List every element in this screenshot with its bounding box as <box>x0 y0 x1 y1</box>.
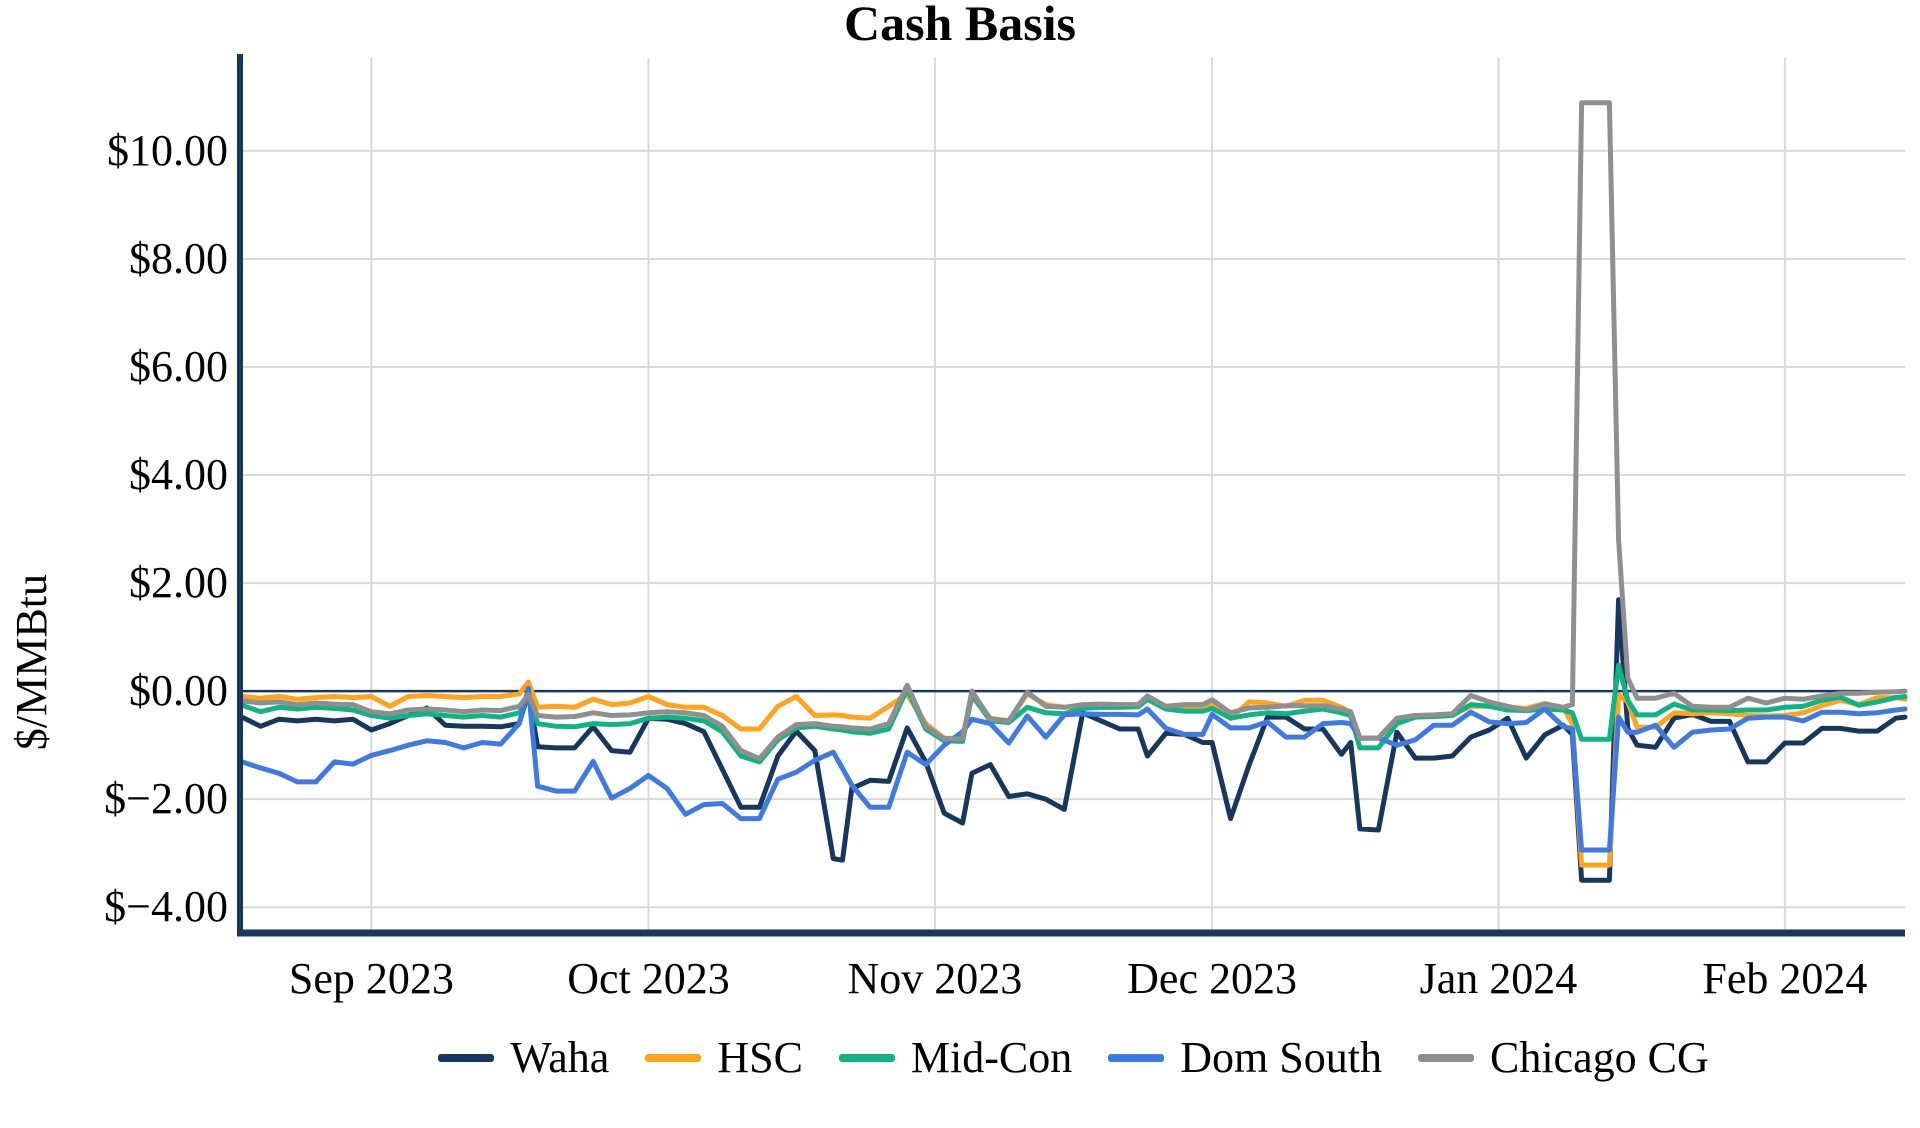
y-tick-label: $−4.00 <box>104 882 228 932</box>
y-tick-label: $8.00 <box>129 233 228 283</box>
legend-swatch-dom-south <box>1108 1053 1165 1062</box>
legend-label: Mid-Con <box>910 1033 1073 1082</box>
legend-item-waha: Waha <box>438 1032 609 1083</box>
y-tick-label: $10.00 <box>107 125 228 175</box>
legend-swatch-hsc <box>645 1053 702 1062</box>
y-tick-label: $2.00 <box>129 558 228 608</box>
chart-title: Cash Basis <box>843 0 1077 51</box>
legend-swatch-waha <box>438 1053 495 1062</box>
legend-item-chicago-cg: Chicago CG <box>1417 1032 1709 1083</box>
x-tick-label: Sep 2023 <box>288 954 454 1003</box>
x-tick-label: Feb 2024 <box>1702 954 1868 1003</box>
legend: Waha HSC Mid-Con Dom South Chicago CG <box>242 1032 1905 1083</box>
legend-item-dom-south: Dom South <box>1108 1032 1382 1083</box>
legend-swatch-chicago-cg <box>1417 1053 1474 1062</box>
legend-item-mid-con: Mid-Con <box>838 1032 1073 1083</box>
x-tick-label: Nov 2023 <box>847 954 1023 1003</box>
legend-label: Waha <box>510 1033 610 1082</box>
x-tick-label: Oct 2023 <box>567 954 730 1003</box>
legend-item-hsc: HSC <box>645 1032 803 1083</box>
legend-swatch-mid-con <box>838 1053 895 1062</box>
series-line-dom-south <box>239 685 1908 853</box>
legend-label: Dom South <box>1180 1033 1382 1082</box>
legend-label: HSC <box>717 1033 803 1082</box>
y-tick-label: $4.00 <box>129 450 228 500</box>
legend-label: Chicago CG <box>1489 1033 1709 1082</box>
y-tick-label: $0.00 <box>129 666 228 716</box>
series-line-chicago-cg <box>239 100 1908 762</box>
y-tick-label: $6.00 <box>129 342 228 391</box>
x-tick-label: Dec 2023 <box>1127 954 1297 1003</box>
series-line-waha <box>239 597 1908 883</box>
x-tick-label: Jan 2024 <box>1419 954 1578 1003</box>
y-tick-label: $−2.00 <box>104 774 228 824</box>
